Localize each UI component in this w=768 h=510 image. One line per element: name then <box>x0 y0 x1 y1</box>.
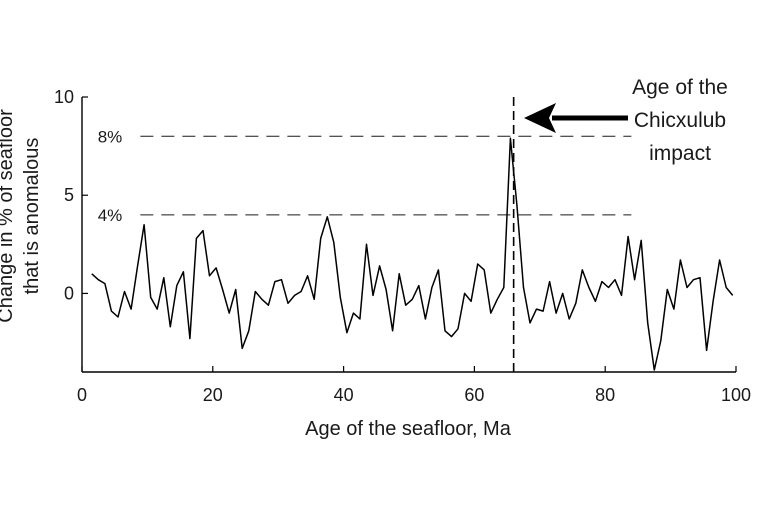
x-tick-label: 0 <box>77 385 87 405</box>
y-axis-title-line-1: Change in % of seafloor <box>0 109 17 323</box>
y-axis-title-line-2: that is anomalous <box>21 138 43 295</box>
plot-area: 0 20 40 60 80 100 0 5 10 8% 4% <box>54 87 751 405</box>
x-tick-label: 40 <box>334 385 354 405</box>
x-tick-label: 20 <box>203 385 223 405</box>
reference-label-bg <box>91 203 136 224</box>
y-tick-label: 0 <box>64 283 74 303</box>
annotation-line-1: Age of the <box>632 76 728 99</box>
x-tick-label: 100 <box>721 385 751 405</box>
reference-label: 8% <box>98 127 123 146</box>
y-tick-label: 10 <box>54 87 74 107</box>
y-axis-title: Change in % of seafloor that is anomalou… <box>0 109 43 323</box>
annotation-arrow-head <box>524 103 556 133</box>
series-line <box>91 137 734 371</box>
annotation-line-3: impact <box>649 142 711 165</box>
x-axis-title: Age of the seafloor, Ma <box>305 418 512 440</box>
impact-annotation: Age of the Chicxulub impact <box>524 76 728 165</box>
x-tick-label: 60 <box>464 385 484 405</box>
x-tick-label: 80 <box>595 385 615 405</box>
annotation-line-2: Chicxulub <box>634 109 726 132</box>
y-tick-label: 5 <box>64 185 74 205</box>
reference-label: 4% <box>98 206 123 225</box>
reference-label-bg <box>91 125 136 146</box>
